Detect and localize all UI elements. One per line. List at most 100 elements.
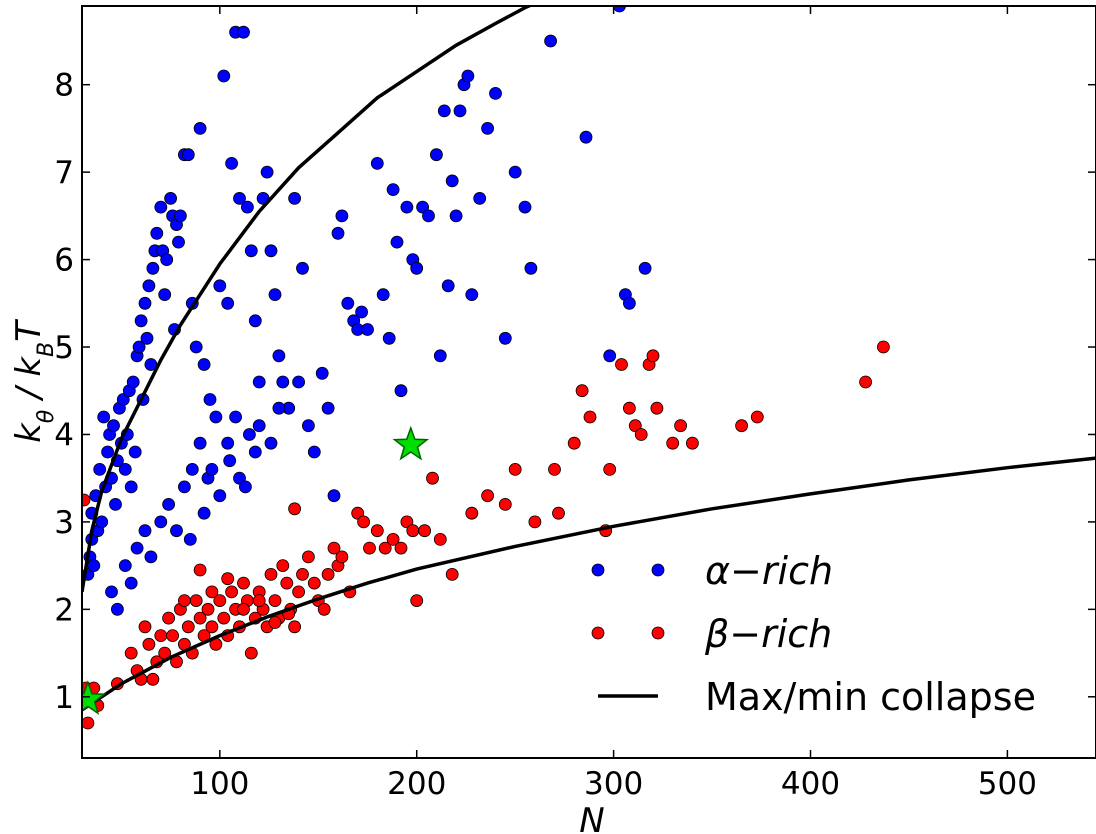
beta-rich-point xyxy=(288,620,302,634)
beta-rich-point xyxy=(252,594,266,607)
beta-rich-point xyxy=(225,585,239,599)
alpha-rich-point xyxy=(244,244,258,258)
alpha-rich-point xyxy=(335,209,349,223)
alpha-rich-point xyxy=(144,550,158,564)
alpha-rich-point xyxy=(205,462,219,476)
beta-rich-point xyxy=(583,410,597,424)
alpha-rich-point xyxy=(203,393,217,406)
alpha-rich-point xyxy=(268,288,282,302)
alpha-rich-point xyxy=(172,235,185,249)
beta-rich-point xyxy=(750,410,764,424)
alpha-rich-point xyxy=(229,410,243,424)
beta-rich-point xyxy=(292,585,306,599)
alpha-rich-point xyxy=(173,209,187,223)
alpha-rich-point xyxy=(189,340,203,354)
y-axis-label-k-theta: k xyxy=(9,422,49,443)
alpha-rich-point xyxy=(97,410,111,424)
alpha-rich-point xyxy=(130,541,144,555)
alpha-rich-point xyxy=(481,121,495,135)
alpha-rich-point xyxy=(197,506,211,520)
alpha-rich-point xyxy=(603,349,617,363)
alpha-rich-point xyxy=(341,296,355,310)
beta-rich-point xyxy=(264,568,278,581)
beta-rich-point xyxy=(686,436,699,450)
alpha-rich-point xyxy=(288,191,302,205)
alpha-rich-point xyxy=(221,296,235,310)
x-tick-label: 300 xyxy=(584,766,643,802)
legend-marker-left xyxy=(591,626,605,640)
alpha-rich-point xyxy=(101,445,114,459)
alpha-rich-point xyxy=(248,314,262,328)
alpha-rich-point xyxy=(111,602,124,616)
highlight-star-point xyxy=(392,425,430,461)
alpha-rich-point xyxy=(307,445,321,459)
alpha-rich-point xyxy=(181,148,195,162)
alpha-rich-point xyxy=(390,235,404,249)
beta-rich-point xyxy=(357,515,371,529)
alpha-rich-point xyxy=(124,576,138,590)
beta-rich-point xyxy=(177,594,191,607)
alpha-rich-point xyxy=(95,515,109,529)
alpha-rich-point xyxy=(321,401,335,415)
alpha-rich-point xyxy=(118,462,132,476)
beta-rich-point xyxy=(335,550,349,564)
alpha-rich-point xyxy=(213,279,227,293)
alpha-rich-point xyxy=(116,393,130,406)
beta-rich-point xyxy=(394,541,408,555)
alpha-rich-point xyxy=(498,331,512,345)
alpha-rich-point xyxy=(331,226,345,240)
beta-rich-point xyxy=(386,533,400,546)
alpha-rich-point xyxy=(252,419,266,433)
beta-rich-point xyxy=(181,620,195,634)
beta-rich-point xyxy=(138,620,152,634)
alpha-rich-point xyxy=(264,244,278,258)
beta-rich-point xyxy=(603,462,617,476)
beta-rich-point xyxy=(244,646,258,660)
alpha-rich-point xyxy=(465,288,479,302)
alpha-rich-point xyxy=(238,480,252,494)
alpha-rich-point xyxy=(150,226,164,240)
beta-rich-point xyxy=(370,524,384,538)
alpha-rich-point xyxy=(217,69,231,83)
alpha-rich-point xyxy=(107,419,120,433)
alpha-rich-point xyxy=(252,375,266,389)
alpha-rich-point xyxy=(433,349,447,363)
alpha-rich-point xyxy=(613,6,626,13)
alpha-rich-point xyxy=(370,156,384,170)
alpha-rich-point xyxy=(441,279,455,293)
alpha-rich-point xyxy=(134,314,148,328)
legend-label: α−rich xyxy=(705,549,833,593)
beta-rich-point xyxy=(859,375,872,389)
beta-rich-point xyxy=(154,629,168,642)
beta-rich-point xyxy=(735,419,748,433)
alpha-rich-point xyxy=(193,121,207,135)
beta-rich-point xyxy=(877,340,890,354)
beta-rich-point xyxy=(363,541,376,555)
beta-rich-point xyxy=(205,585,219,599)
alpha-rich-point xyxy=(160,253,174,267)
beta-rich-point xyxy=(201,602,215,616)
alpha-rich-point xyxy=(240,200,254,214)
beta-rich-point xyxy=(146,672,160,686)
y-tick-label: 4 xyxy=(54,417,74,453)
alpha-rich-point xyxy=(410,261,424,275)
alpha-rich-point xyxy=(638,261,652,275)
alpha-rich-point xyxy=(132,340,146,354)
alpha-rich-point xyxy=(138,524,152,538)
beta-rich-point xyxy=(166,629,180,642)
beta-rich-point xyxy=(237,602,250,616)
alpha-rich-point xyxy=(296,261,309,275)
collapse-curve-lower xyxy=(82,456,1096,712)
alpha-rich-point xyxy=(146,261,160,275)
alpha-rich-point xyxy=(140,331,154,345)
beta-rich-point xyxy=(410,594,424,607)
beta-rich-point xyxy=(193,611,207,625)
legend: α−rich β−rich Max/min collapse xyxy=(591,549,1036,719)
beta-rich-point xyxy=(317,602,331,616)
alpha-rich-point xyxy=(386,183,400,197)
beta-rich-point xyxy=(189,594,203,607)
y-tick-label: 1 xyxy=(54,680,74,716)
beta-rich-point xyxy=(327,541,341,555)
alpha-rich-point xyxy=(272,401,286,415)
